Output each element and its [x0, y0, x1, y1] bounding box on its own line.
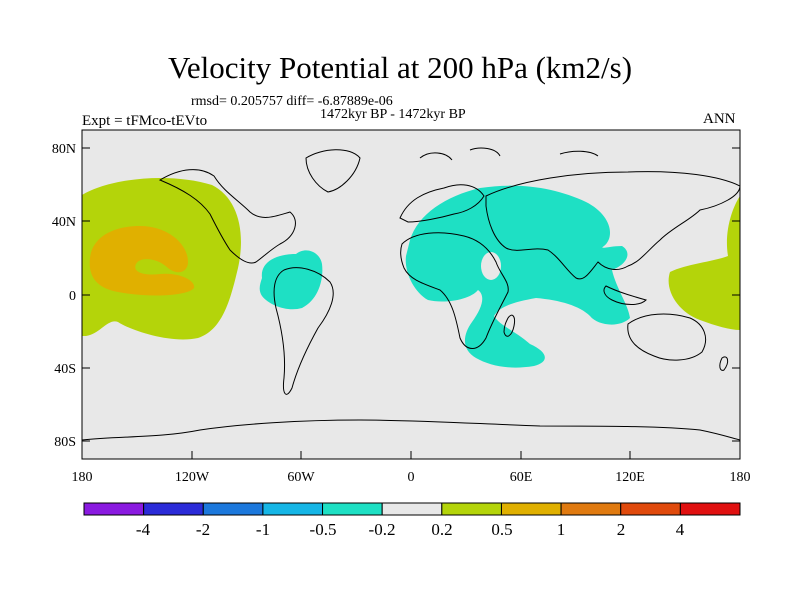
coast-australia	[627, 313, 706, 361]
x-tick-label: 0	[408, 470, 415, 485]
coast-greenland	[305, 149, 361, 193]
x-tick-label: 120W	[175, 470, 210, 485]
colorbar-swatch	[83, 502, 145, 516]
x-tick-label: 120E	[615, 470, 645, 485]
colorbar-label: 0.5	[491, 520, 512, 539]
contour-fills	[82, 177, 740, 368]
colorbar-label: 0.2	[431, 520, 452, 539]
colorbar-swatch	[500, 502, 562, 516]
period-label: 1472kyr BP - 1472kyr BP	[320, 107, 466, 122]
pacific-core-region	[89, 226, 195, 296]
coast-asia	[485, 171, 740, 280]
coast-africa	[400, 232, 509, 349]
colorbar-label: -4	[136, 520, 151, 539]
west-pacific-positive-region	[668, 196, 740, 330]
colorbar-label: -2	[196, 520, 210, 539]
colorbar-swatch	[322, 502, 383, 516]
x-tick-label: 180	[72, 470, 93, 485]
stats-line: rmsd= 0.205757 diff= -6.87889e-06	[191, 94, 393, 109]
colorbar-swatch	[620, 502, 681, 516]
colorbar	[83, 502, 741, 516]
coast-southeast-asia	[603, 285, 647, 305]
colorbar-swatch	[262, 502, 324, 516]
y-tick-label: 40S	[54, 362, 76, 377]
colorbar-swatch	[143, 502, 204, 516]
colorbar-label: -0.2	[369, 520, 396, 539]
chart-title: Velocity Potential at 200 hPa (km2/s)	[167, 50, 633, 85]
colorbar-label: -1	[256, 520, 270, 539]
colorbar-swatch	[202, 502, 264, 516]
coast-north-america	[158, 169, 296, 264]
y-tick-label: 80N	[52, 142, 76, 157]
x-tick-label: 180	[730, 470, 751, 485]
coast-europe	[399, 184, 485, 223]
coast-antarctica	[82, 419, 740, 441]
coast-south-america	[273, 267, 334, 395]
colorbar-swatch	[679, 502, 741, 516]
coast-new-zealand	[719, 356, 729, 371]
colorbar-label: 4	[676, 520, 685, 539]
colorbar-label: 2	[617, 520, 626, 539]
y-tick-label: 40N	[52, 215, 76, 230]
y-tick-label: 80S	[54, 435, 76, 450]
coast-arctic-islands	[419, 147, 599, 161]
axis-ticks	[81, 147, 741, 459]
season-label: ANN	[703, 111, 736, 127]
colorbar-label: 1	[557, 520, 566, 539]
colorbar-swatch	[441, 502, 502, 516]
colorbar-label: -0.5	[310, 520, 337, 539]
arabian-sea-hole	[481, 252, 501, 280]
amazon-negative-region	[259, 250, 323, 310]
colorbar-swatch	[381, 502, 443, 516]
colorbar-swatch	[560, 502, 622, 516]
coast-madagascar	[503, 314, 515, 337]
y-tick-label: 0	[69, 289, 76, 304]
x-tick-label: 60E	[510, 470, 533, 485]
africa-asia-negative-region	[405, 185, 630, 368]
experiment-label: Expt = tFMco-tEVto	[82, 113, 208, 129]
x-tick-label: 60W	[287, 470, 315, 485]
coastlines	[82, 147, 740, 441]
